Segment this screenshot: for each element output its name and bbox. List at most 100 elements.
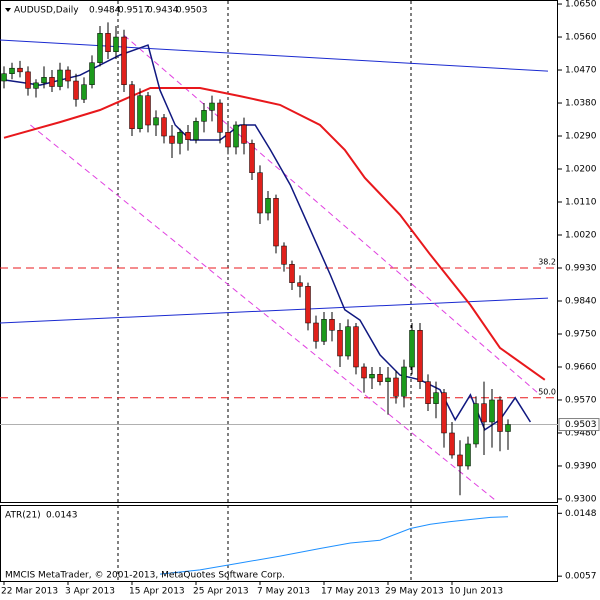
indicator-line (3, 87, 546, 381)
x-tick-label: 7 May 2013 (257, 587, 310, 597)
y-tick-label: 1.0650 (565, 0, 597, 10)
candle-body (417, 330, 423, 382)
candle-body (161, 117, 167, 137)
candle-body (25, 71, 31, 89)
candle-body (369, 374, 375, 379)
y-tick-label: 0.9570 (565, 395, 597, 405)
candle-body (1, 73, 7, 82)
candle-body (169, 135, 175, 144)
atr-tick-label: 0.0057 (565, 572, 597, 582)
candle-body (345, 326, 351, 357)
y-tick-label: 0.9930 (565, 263, 597, 273)
candle-body (73, 80, 79, 100)
candle-body (17, 67, 23, 73)
candle-body (265, 198, 271, 214)
candle-body (337, 330, 343, 357)
candle-body (273, 198, 279, 247)
indicator-line (0, 39, 549, 72)
candle-body (465, 443, 471, 467)
candle-body (329, 319, 335, 331)
y-tick-label: 1.0560 (565, 33, 597, 43)
y-tick-label: 0.9750 (565, 329, 597, 339)
y-tick-label: 1.0200 (565, 165, 597, 175)
ohlc-low: 0.9434 (147, 6, 179, 16)
atr-name: ATR(21) (5, 511, 41, 521)
candle-body (505, 424, 511, 432)
symbol-menu-icon[interactable] (5, 8, 11, 12)
x-tick-label: 10 Jun 2013 (449, 587, 503, 597)
candle-body (241, 124, 247, 144)
candle-body (425, 381, 431, 404)
candle-body (409, 330, 415, 368)
y-tick-label: 0.9390 (565, 461, 597, 471)
candle-body (41, 77, 47, 84)
x-tick-label: 3 Apr 2013 (65, 587, 115, 597)
candle-body (449, 432, 455, 456)
candle-body (81, 84, 87, 100)
candle-body (113, 36, 119, 52)
y-tick-label: 0.9840 (565, 296, 597, 306)
x-tick-label: 22 Mar 2013 (1, 587, 58, 597)
candle-body (121, 36, 127, 85)
y-tick-label: 1.0290 (565, 132, 597, 142)
candle-body (33, 82, 39, 89)
atr-panel (0, 505, 558, 582)
indicator-line (0, 297, 549, 324)
candle-body (361, 366, 367, 379)
candle-body (145, 95, 151, 126)
x-tick-label: 17 May 2013 (321, 587, 380, 597)
indicator-line (3, 44, 532, 431)
x-tick-label: 25 Apr 2013 (193, 587, 249, 597)
candle-body (297, 282, 303, 287)
candle-body (49, 77, 55, 87)
candle-body (305, 286, 311, 324)
footer: MMCIS MetaTrader, © 2001-2013, MetaQuote… (5, 571, 285, 581)
candle-body (497, 399, 503, 432)
candle-body (481, 403, 487, 423)
current-price-tag (558, 418, 600, 432)
candle-body (233, 124, 239, 148)
candle-body (97, 33, 103, 63)
ohlc-high: 0.9517 (118, 6, 150, 16)
candle-body (289, 264, 295, 283)
current-price-label: 0.9503 (565, 420, 597, 430)
candle-body (9, 67, 15, 74)
candle-body (401, 366, 407, 397)
ohlc-close: 0.9503 (176, 6, 208, 16)
candle-body (441, 392, 447, 434)
x-tick-label: 29 May 2013 (385, 587, 444, 597)
y-tick-label: 1.0380 (565, 99, 597, 109)
candle-body (225, 132, 231, 148)
candle-body (193, 121, 199, 140)
candle-body (281, 245, 287, 265)
candle-body (129, 84, 135, 129)
fib-level-label: 38.2 (538, 257, 556, 266)
candle-body (217, 102, 223, 133)
y-tick-label: 0.9660 (565, 362, 597, 372)
candle-body (57, 69, 63, 87)
atr-value: 0.0143 (46, 511, 78, 521)
candle-body (177, 132, 183, 144)
candle-body (321, 319, 327, 342)
y-tick-label: 0.9300 (565, 494, 597, 504)
atr-line (159, 516, 509, 575)
candle-body (153, 117, 159, 126)
fib-level-label: 50.0 (538, 387, 556, 396)
atr-plot (159, 516, 509, 575)
candle-body (433, 392, 439, 404)
candle-body (385, 377, 391, 382)
channel-line (123, 34, 541, 396)
ohlc-open: 0.9484 (89, 6, 121, 16)
candle-body (209, 102, 215, 111)
candle-body (89, 62, 95, 85)
candle-body (353, 326, 359, 368)
candle-body (249, 143, 255, 173)
candle-body (201, 110, 207, 122)
candle-body (137, 95, 143, 129)
candle-body (257, 172, 263, 214)
candle-body (473, 403, 479, 445)
candle-body (65, 69, 71, 82)
